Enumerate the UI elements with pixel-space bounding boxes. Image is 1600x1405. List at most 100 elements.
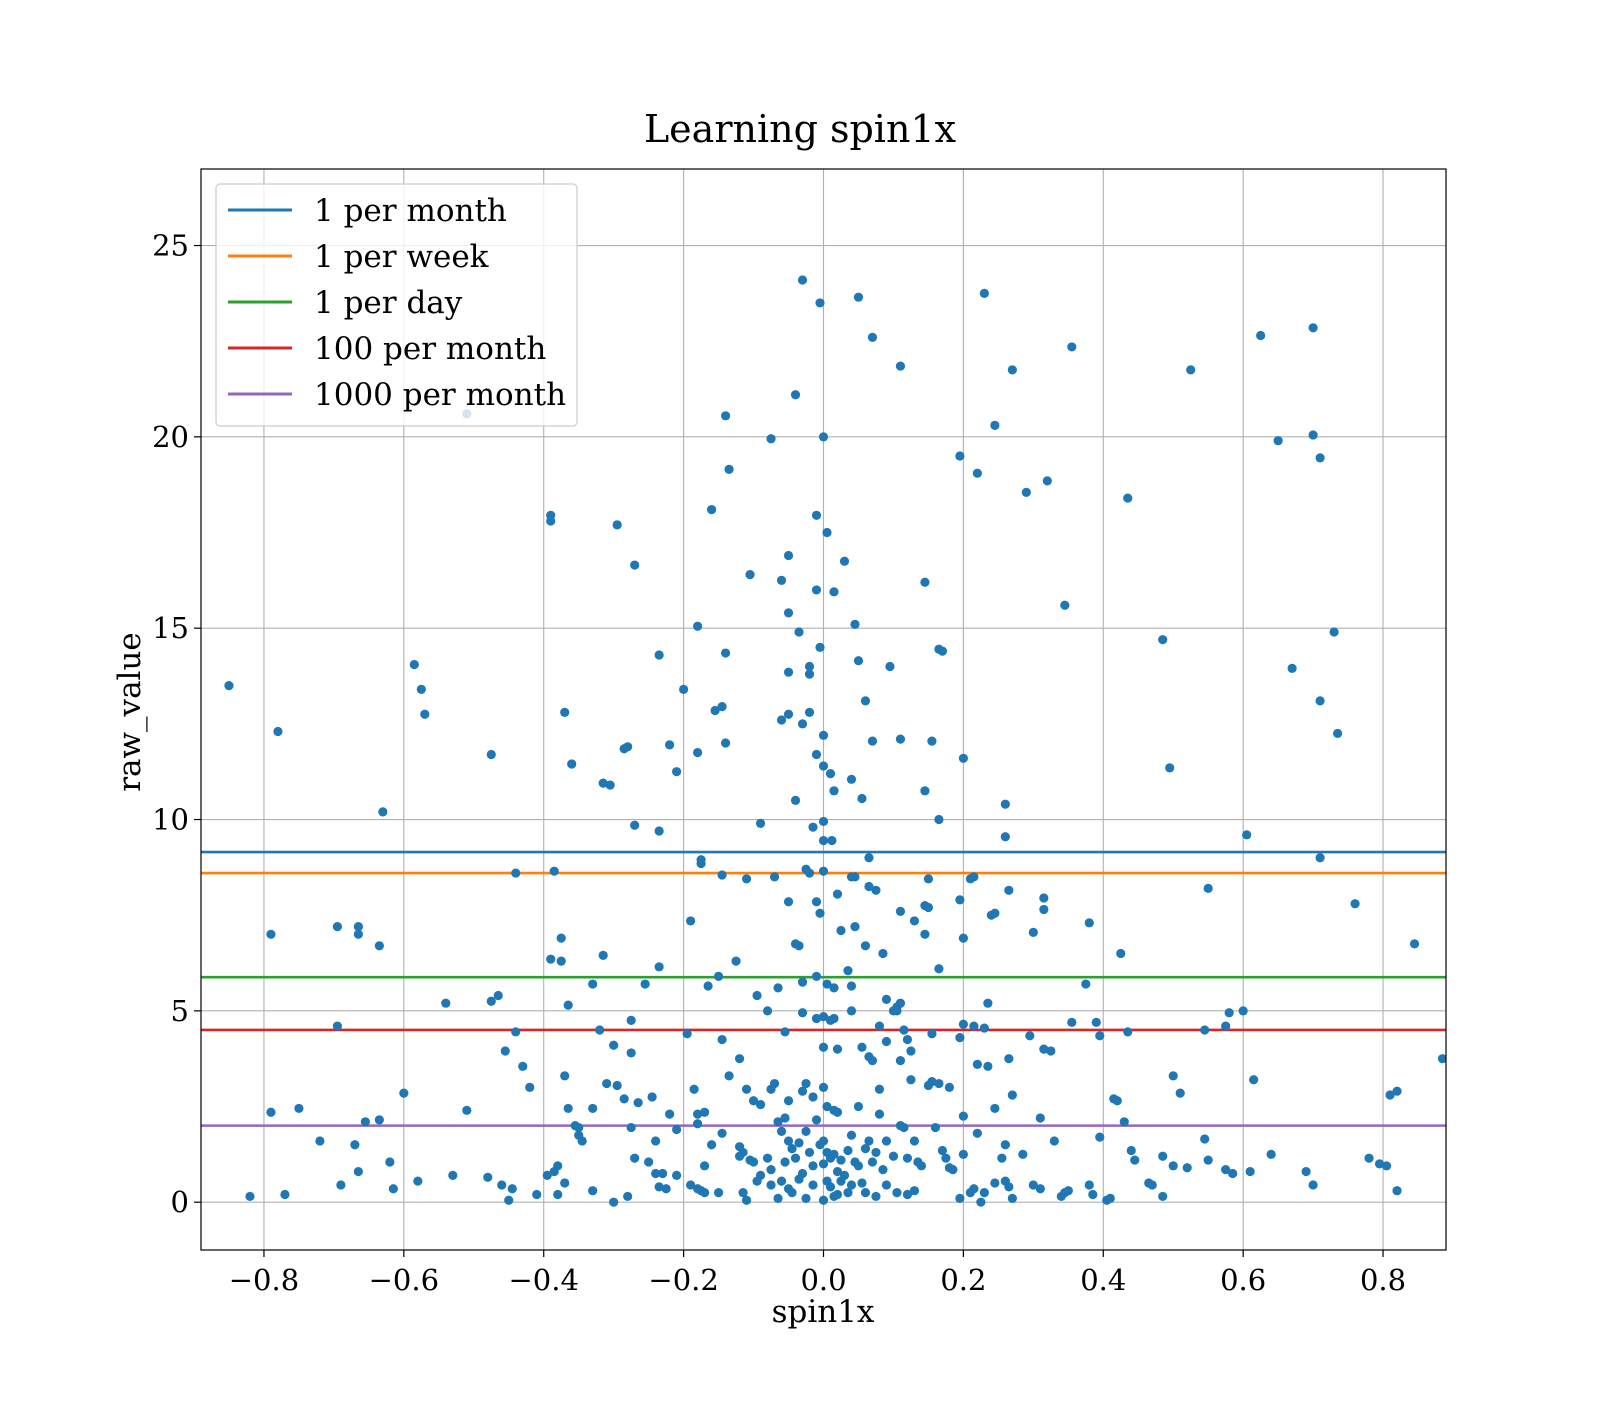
data-point xyxy=(860,1188,871,1198)
data-point xyxy=(1039,893,1049,903)
data-point xyxy=(818,1159,829,1169)
data-point xyxy=(1392,1186,1402,1196)
data-point xyxy=(553,1161,563,1171)
data-point xyxy=(630,820,640,830)
data-point xyxy=(906,1046,916,1056)
x-tick-label: −0.6 xyxy=(369,1263,439,1297)
data-point xyxy=(1105,1193,1115,1203)
x-tick-label: −0.4 xyxy=(509,1263,579,1297)
data-point xyxy=(605,780,615,790)
data-point xyxy=(881,1036,892,1047)
data-point xyxy=(546,516,556,526)
data-point xyxy=(853,1161,864,1171)
data-point xyxy=(1186,365,1196,375)
data-point xyxy=(682,1029,692,1039)
data-point xyxy=(1224,1008,1234,1018)
data-point xyxy=(710,705,720,716)
data-point xyxy=(504,1195,514,1205)
data-point xyxy=(815,642,825,652)
data-point xyxy=(661,1184,671,1194)
data-point xyxy=(1308,1180,1318,1190)
data-point xyxy=(511,868,521,878)
y-tick-label: 15 xyxy=(152,611,189,645)
data-point xyxy=(738,1188,748,1198)
data-point xyxy=(990,420,1000,430)
data-point xyxy=(783,667,794,677)
data-point xyxy=(857,1042,867,1052)
data-point xyxy=(818,1082,829,1092)
data-point xyxy=(563,1000,573,1010)
data-point xyxy=(808,1092,818,1102)
data-point xyxy=(776,1176,787,1186)
data-point xyxy=(1035,1184,1045,1194)
legend-label: 1 per week xyxy=(314,239,489,275)
data-point xyxy=(706,504,717,515)
data-point xyxy=(972,1128,982,1138)
data-point xyxy=(1168,1071,1178,1081)
data-point xyxy=(654,962,664,972)
data-point xyxy=(776,1126,787,1136)
data-point xyxy=(654,826,664,836)
data-point xyxy=(651,1168,661,1179)
data-point xyxy=(853,656,864,666)
data-point xyxy=(780,1157,790,1167)
data-point xyxy=(703,981,713,991)
data-point xyxy=(766,434,776,444)
data-point xyxy=(983,1061,993,1071)
data-point xyxy=(1308,323,1318,333)
data-point xyxy=(612,520,622,530)
data-point xyxy=(1228,1168,1238,1179)
data-point xyxy=(864,881,874,892)
data-point xyxy=(825,768,836,779)
data-point xyxy=(811,749,822,760)
data-point xyxy=(818,816,829,827)
data-point xyxy=(654,650,664,660)
data-point xyxy=(783,1136,794,1146)
x-tick-label: 0.0 xyxy=(800,1263,846,1297)
data-point xyxy=(686,916,696,926)
data-point xyxy=(1147,1180,1157,1190)
data-point xyxy=(902,1189,913,1200)
data-point xyxy=(679,684,689,695)
data-point xyxy=(699,1188,710,1198)
data-point xyxy=(909,1136,920,1146)
legend-item: 1000 per month xyxy=(228,377,566,413)
data-point xyxy=(1028,927,1038,937)
x-axis-ticks: −0.8 −0.6 −0.4 −0.2 0.0 0.2 0.4 0.6 0.8 xyxy=(229,1250,1406,1297)
data-point xyxy=(693,1119,703,1129)
data-point xyxy=(409,659,419,670)
data-point xyxy=(560,1178,570,1188)
data-point xyxy=(822,1101,832,1112)
data-point xyxy=(745,570,755,580)
data-point xyxy=(776,575,787,585)
data-point xyxy=(626,1048,636,1058)
data-point xyxy=(843,966,853,976)
legend: 1 per month 1 per week 1 per day 100 per… xyxy=(215,183,578,427)
data-point xyxy=(741,1084,752,1094)
data-point xyxy=(895,998,906,1008)
data-point xyxy=(990,1178,1000,1188)
data-point xyxy=(1063,1186,1073,1196)
data-point xyxy=(846,774,857,784)
data-point xyxy=(797,719,808,729)
data-point xyxy=(294,1103,304,1114)
data-point xyxy=(846,981,857,991)
data-point xyxy=(598,778,608,788)
data-point xyxy=(864,853,874,863)
data-point xyxy=(955,1033,965,1043)
data-point xyxy=(829,1013,839,1024)
data-point xyxy=(836,1155,846,1165)
data-point xyxy=(556,956,566,966)
x-tick-label: 0.8 xyxy=(1360,1263,1406,1297)
data-point xyxy=(797,1008,808,1018)
data-point xyxy=(553,1189,563,1200)
data-point xyxy=(769,1078,780,1089)
data-point xyxy=(486,996,496,1006)
data-point xyxy=(1203,1155,1213,1165)
data-point xyxy=(818,1042,829,1052)
data-point xyxy=(976,1197,986,1207)
data-point xyxy=(1221,1165,1231,1175)
data-point xyxy=(955,451,965,461)
data-point xyxy=(1025,1031,1035,1041)
